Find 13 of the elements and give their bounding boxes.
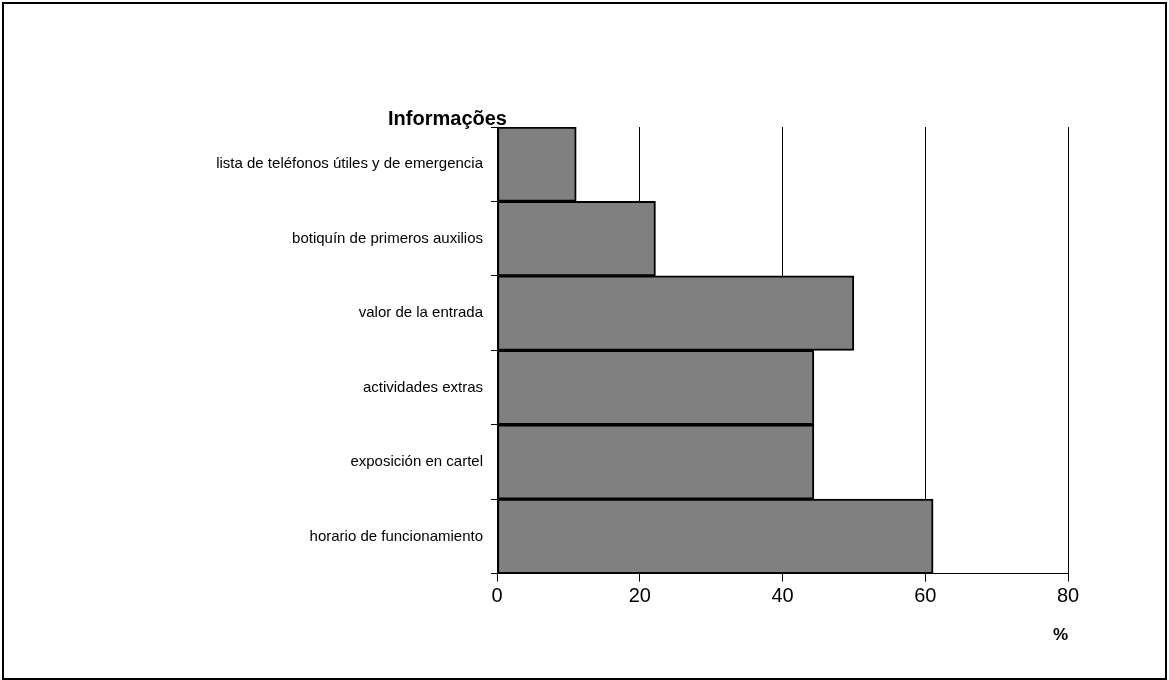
x-axis-title: %: [1052, 625, 1068, 645]
x-tick-label: 40: [771, 584, 794, 607]
y-tick-label: botiquín de primeros auxilios: [292, 228, 483, 246]
y-tick-label: exposición en cartel: [350, 452, 483, 470]
y-tick-label: valor de la entrada: [358, 303, 484, 321]
x-tick-label: 60: [914, 584, 937, 607]
x-tick-label: 0: [491, 584, 503, 607]
y-tick-label: lista de teléfonos útiles y de emergencia: [216, 154, 484, 172]
chart-title: Informações: [388, 106, 507, 129]
y-tick-label: horario de funcionamiento: [309, 526, 483, 544]
x-tick-label: 80: [1056, 584, 1080, 607]
x-tick-label: 20: [628, 584, 651, 607]
y-tick-label: actividades extras: [362, 377, 483, 395]
